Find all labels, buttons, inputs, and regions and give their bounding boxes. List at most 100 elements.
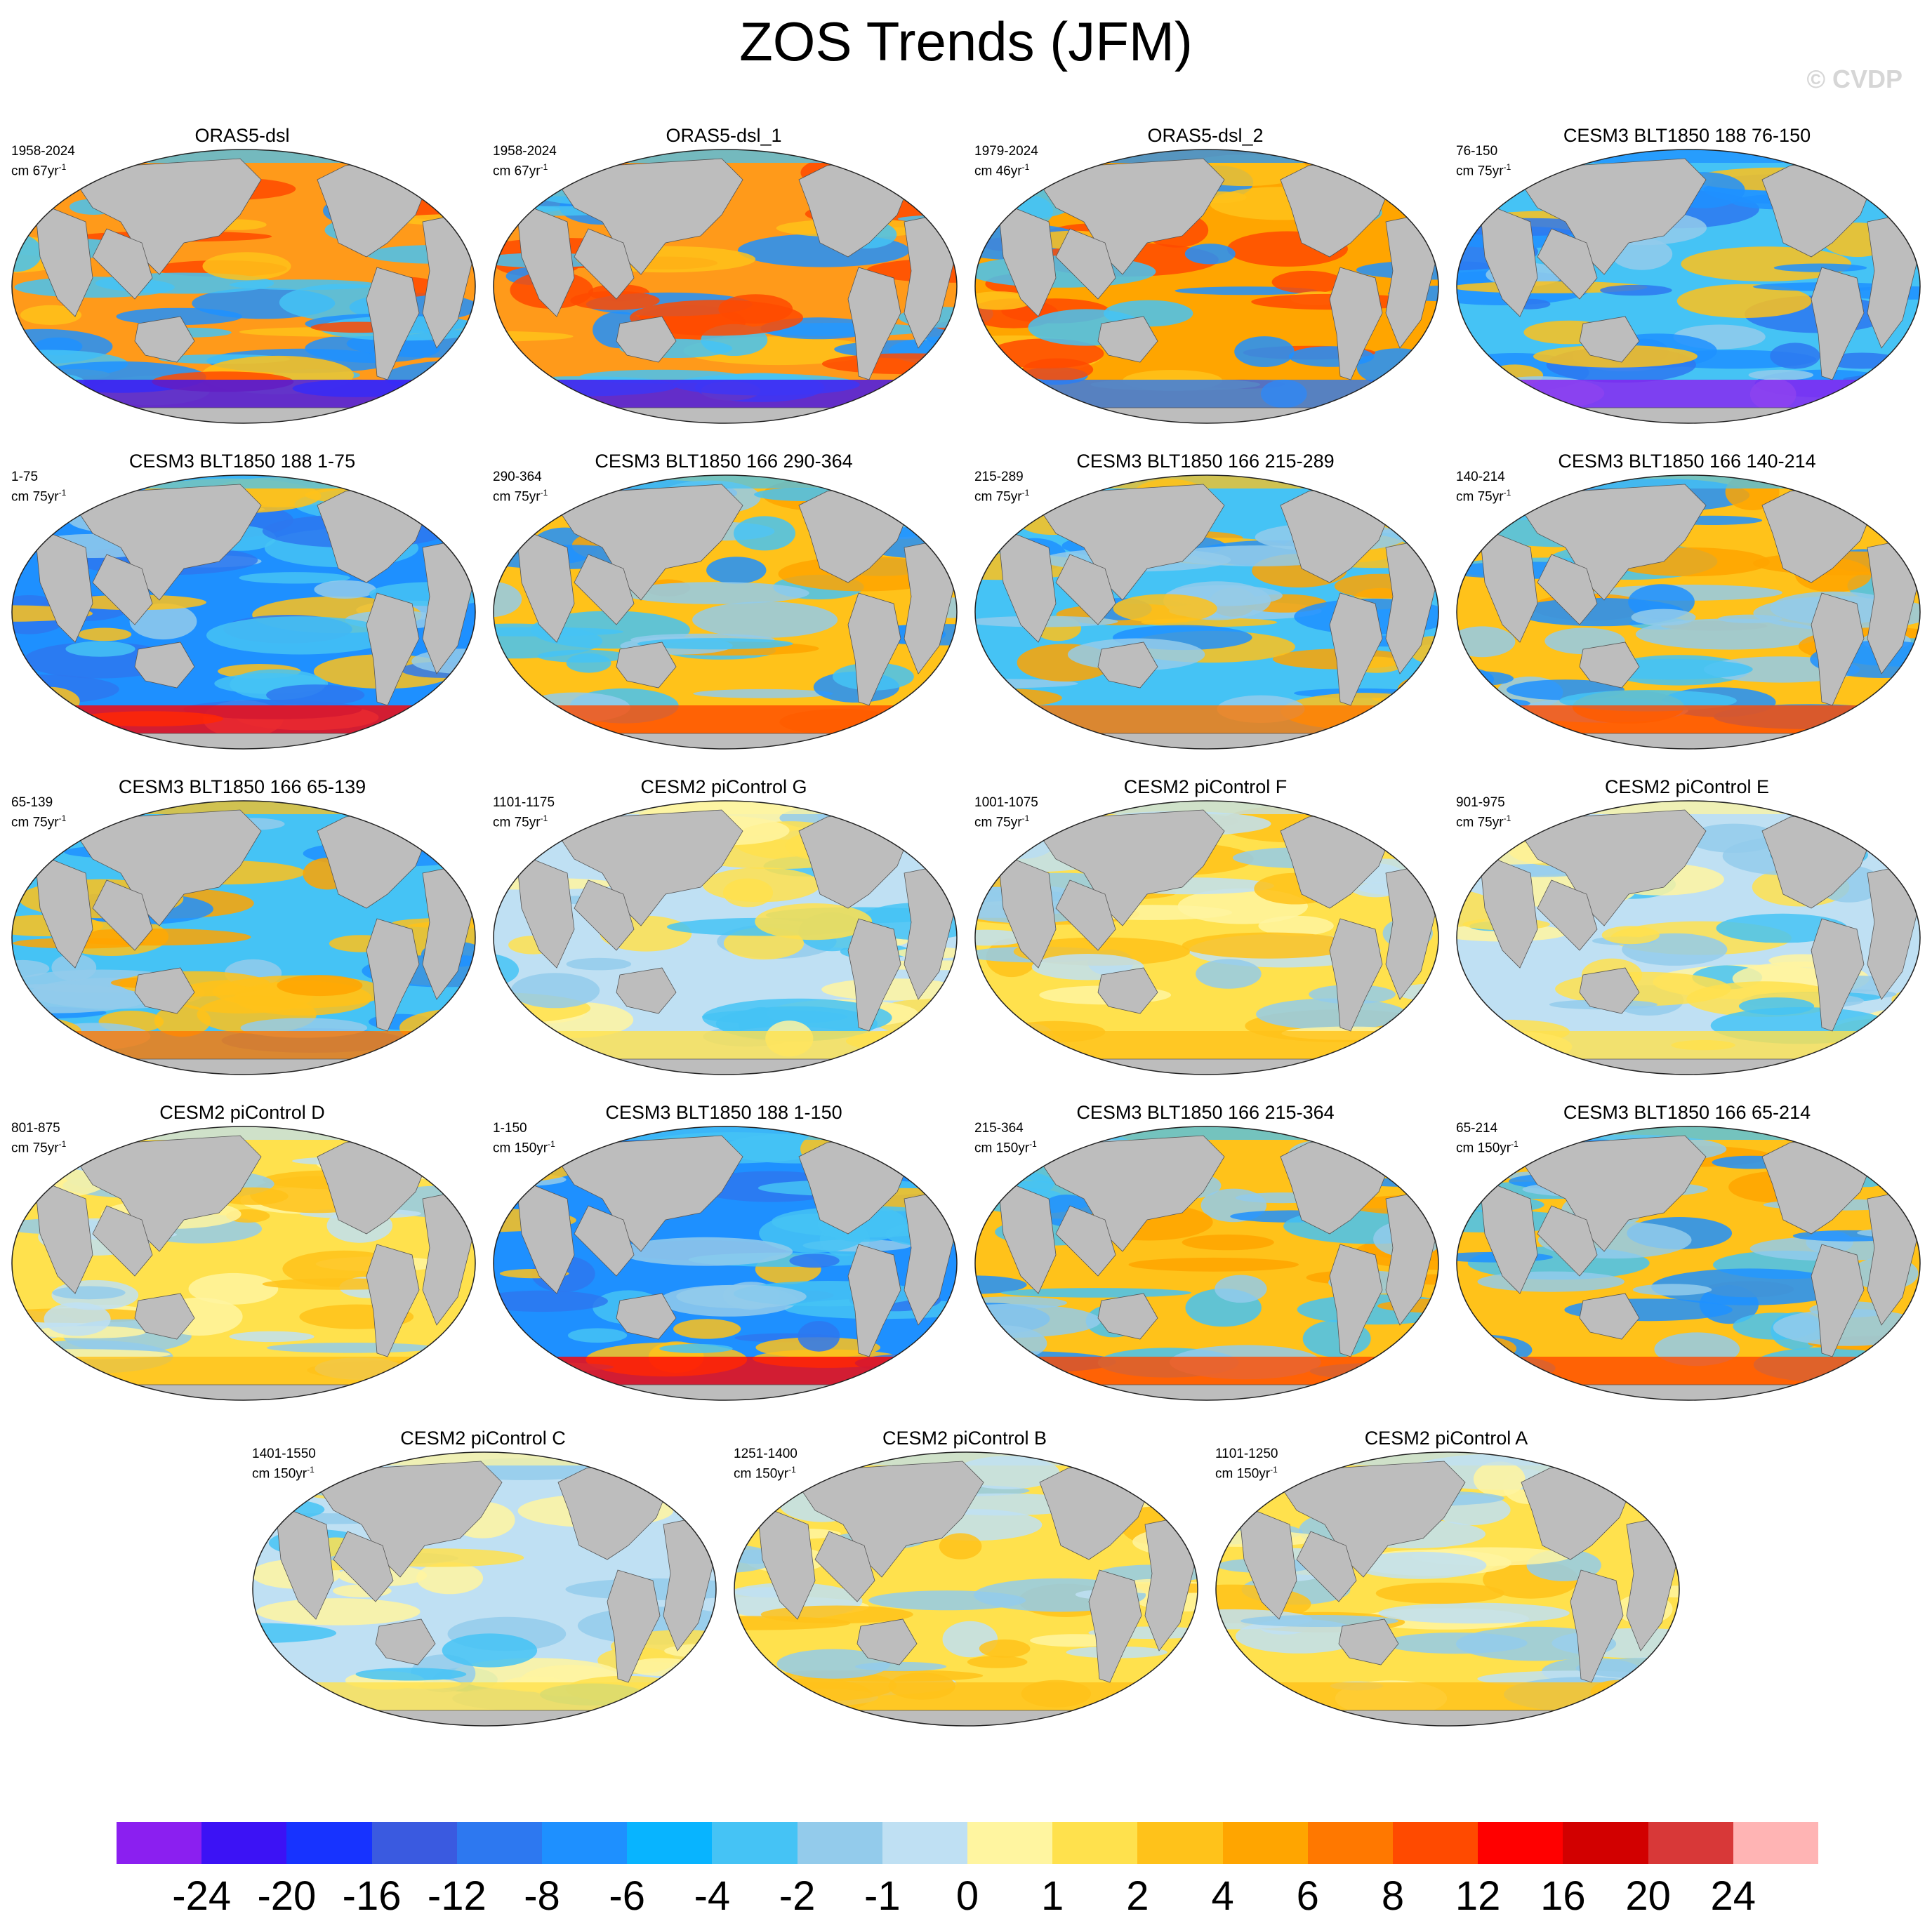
landmass: [1579, 1293, 1640, 1340]
panel-period-label: 215-364 cm 150yr-1: [974, 1120, 1037, 1156]
panel-title: CESM2 piControl B: [882, 1428, 1047, 1449]
period-years: 1979-2024: [974, 144, 1038, 159]
anomaly-patch: [1634, 1488, 1676, 1510]
period-years: 215-364: [974, 1121, 1024, 1136]
anomaly-patch: [1353, 1136, 1411, 1162]
landmass: [847, 592, 901, 706]
anomaly-patch: [1473, 1461, 1526, 1496]
colorbar-swatch: [371, 1822, 458, 1864]
anomaly-patch: [676, 1284, 807, 1309]
panel-period-label: 1401-1550 cm 150yr-1: [252, 1446, 316, 1482]
map-panel: CESM2 piControl A 1101-1250 cm 150yr-1: [1204, 1428, 1688, 1736]
panel-period-label: 1-150 cm 150yr-1: [493, 1120, 555, 1156]
landmass: [1123, 1457, 1170, 1490]
landmass: [607, 1569, 661, 1683]
anomaly-patch: [1651, 1268, 1848, 1305]
landmass: [92, 554, 153, 625]
period-years: 901-975: [1456, 795, 1505, 810]
landmass: [1579, 967, 1640, 1014]
period-years: 215-289: [974, 470, 1024, 484]
anomaly-patch: [975, 1275, 1027, 1294]
landmass: [975, 733, 1438, 749]
anomaly-patch: [1862, 175, 1920, 201]
anomaly-patch: [1113, 594, 1217, 623]
colorbar-tick-label: 12: [1455, 1873, 1501, 1919]
panel-period-label: 65-139 cm 75yr-1: [11, 795, 66, 830]
robinson-map: [1212, 1440, 1683, 1735]
map-outline: [734, 1451, 1198, 1727]
southern-ocean-band: [12, 705, 475, 733]
anomaly-patch: [886, 812, 946, 844]
landmass: [134, 1293, 195, 1340]
anomaly-patch: [939, 1533, 982, 1560]
panel-period-label: 215-289 cm 75yr-1: [974, 469, 1029, 505]
anomaly-patch: [621, 582, 809, 604]
anomaly-patch: [1600, 284, 1672, 296]
panel-period-label: 1251-1400 cm 150yr-1: [734, 1446, 798, 1482]
anomaly-patch: [692, 601, 838, 638]
robinson-map: [972, 1115, 1442, 1409]
landmass: [847, 1244, 901, 1357]
southern-ocean-band: [734, 1682, 1198, 1710]
anomaly-patch: [229, 1331, 315, 1343]
anomaly-patch: [12, 373, 85, 391]
landmass: [494, 733, 957, 749]
landmass: [1364, 1131, 1411, 1164]
landmass: [366, 592, 420, 706]
landmass: [366, 1244, 420, 1357]
landmass: [253, 1710, 716, 1726]
landmass: [999, 207, 1057, 317]
colorbar-swatch: [456, 1822, 543, 1864]
landmass: [574, 554, 635, 625]
colorbar-tick-label: -8: [524, 1873, 560, 1919]
panel-title: CESM2 piControl E: [1604, 776, 1770, 797]
colorbar-swatch: [1137, 1822, 1224, 1864]
anomaly-patch: [77, 627, 132, 641]
southern-ocean-band: [1457, 380, 1920, 408]
anomaly-patch: [755, 903, 873, 940]
colorbar-tick-label: 2: [1126, 1873, 1149, 1919]
anomaly-patch: [734, 1616, 851, 1630]
panel-title: CESM2 piControl F: [1123, 776, 1288, 797]
anomaly-patch: [442, 1633, 538, 1668]
colorbar-tick-label: -16: [342, 1873, 402, 1919]
period-years: 1-75: [11, 470, 39, 484]
anomaly-patch: [706, 557, 767, 584]
landmass: [1481, 1184, 1538, 1294]
panel-period-label: 801-875 cm 75yr-1: [11, 1120, 66, 1156]
panel-title: CESM3 BLT1850 166 65-214: [1563, 1102, 1811, 1123]
anomaly-patch: [129, 603, 197, 640]
panel-period-label: 1101-1250 cm 150yr-1: [1215, 1446, 1278, 1482]
anomaly-patch: [206, 616, 395, 655]
anomaly-patch: [1234, 336, 1295, 367]
anomaly-patch: [1876, 150, 1920, 186]
anomaly-patch: [570, 291, 660, 310]
landmass: [574, 228, 635, 300]
landmass: [975, 1384, 1438, 1400]
landmass: [1481, 533, 1538, 643]
panel-title: CESM2 piControl C: [400, 1428, 566, 1449]
anomaly-patch: [20, 305, 82, 325]
landmass: [574, 879, 635, 951]
robinson-map: [490, 138, 960, 432]
anomaly-patch: [1770, 343, 1820, 369]
robinson-map: [8, 463, 479, 758]
anomaly-patch: [889, 491, 957, 503]
anomaly-patch: [266, 1343, 436, 1353]
robinson-map: [1453, 1115, 1924, 1409]
anomaly-patch: [65, 641, 135, 657]
figure-title: ZOS Trends (JFM): [739, 11, 1193, 72]
colorbar-swatch: [1563, 1822, 1649, 1864]
anomaly-patch: [12, 1027, 79, 1037]
anomaly-patch: [1716, 913, 1848, 943]
anomaly-patch: [1718, 614, 1782, 623]
map-panel: CESM2 piControl E 901-975 cm 75yr-1: [1445, 776, 1929, 1085]
landmass: [12, 407, 475, 423]
southern-ocean-band: [494, 1357, 957, 1385]
colorbar-swatch: [542, 1822, 628, 1864]
landmass: [517, 533, 575, 643]
panel-period-label: 290-364 cm 75yr-1: [493, 469, 548, 505]
anomaly-patch: [1394, 802, 1438, 834]
map-panel: CESM3 BLT1850 166 215-364 215-364 cm 150yr…: [963, 1102, 1448, 1411]
anomaly-patch: [12, 984, 149, 1013]
